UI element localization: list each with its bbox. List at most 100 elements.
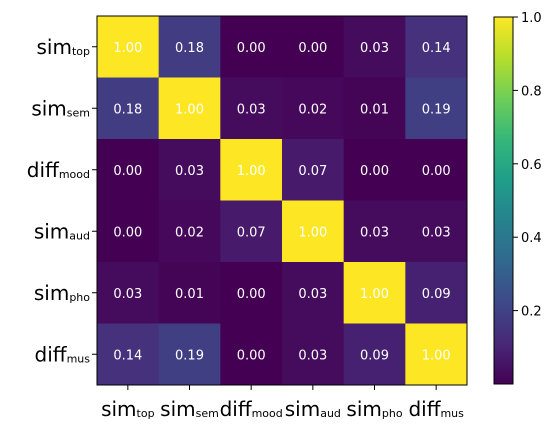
cell-value-label: 0.07 <box>298 164 327 179</box>
cell-value-label: 0.03 <box>175 164 204 179</box>
heatmap-cell <box>282 262 345 324</box>
cell-value-label: 0.19 <box>422 102 451 117</box>
colorbar-tick-label: 0.2 <box>521 305 542 320</box>
x-tick-label-main: diff <box>408 397 441 421</box>
cell-value-label: 0.09 <box>360 348 389 363</box>
cell-value-label: 0.14 <box>113 348 142 363</box>
cell-value-label: 0.18 <box>113 102 142 117</box>
cell-value-label: 0.00 <box>113 225 142 240</box>
x-tick-label-subscript: pho <box>382 407 403 420</box>
heatmap-cell <box>220 77 283 140</box>
y-tick-label-subscript: top <box>72 45 90 58</box>
cell-value-label: 0.09 <box>422 287 451 302</box>
cell-value-label: 0.03 <box>298 348 327 363</box>
cell-value-label: 0.03 <box>422 225 451 240</box>
heatmap-cell <box>405 323 468 386</box>
cell-value-label: 0.00 <box>360 164 389 179</box>
heatmap-cell <box>220 200 283 263</box>
y-tick-label-main: sim <box>37 35 72 59</box>
heatmap-cell <box>97 323 160 386</box>
heatmap-cell <box>158 323 221 386</box>
heatmap-cell <box>158 77 221 140</box>
cell-value-label: 0.00 <box>113 164 142 179</box>
cell-value-label: 0.14 <box>422 41 451 56</box>
heatmap-cell <box>97 77 160 140</box>
heatmap-cell <box>220 139 283 201</box>
heatmap-cell <box>343 200 406 263</box>
heatmap-cell <box>343 77 406 140</box>
heatmap-cell <box>97 262 160 324</box>
cell-value-label: 0.00 <box>237 348 266 363</box>
x-tick-label: simsem <box>160 397 219 421</box>
x-tick-label: simaud <box>285 397 341 421</box>
cell-value-label: 0.03 <box>113 287 142 302</box>
y-tick-label-main: sim <box>34 219 69 243</box>
colorbar-tick-label: 0.8 <box>521 84 542 99</box>
cell-value-label: 1.00 <box>360 287 389 302</box>
cell-value-label: 0.01 <box>360 102 389 117</box>
heatmap-cell <box>282 200 345 263</box>
colorbar-tick-label: 0.4 <box>521 231 542 246</box>
heatmap-cells: 1.00 0.18 0.00 0.00 0.03 0.14 0.18 1.00 0.03 0.02… <box>97 16 468 386</box>
heatmap-cell <box>220 262 283 324</box>
cell-value-label: 1.00 <box>237 164 266 179</box>
y-tick-label-subscript: mood <box>59 168 90 181</box>
colorbar-tick-label: 1.0 <box>521 11 542 26</box>
x-tick-label-main: diff <box>220 397 253 421</box>
cell-value-label: 1.00 <box>298 225 327 240</box>
x-tick-label-main: sim <box>101 397 136 421</box>
heatmap-cell <box>405 200 468 263</box>
heatmap-cell <box>220 16 283 78</box>
x-tick-label-subscript: mus <box>440 407 464 420</box>
heatmap-cell <box>158 16 221 78</box>
y-tick-label-subscript: aud <box>69 229 90 242</box>
x-tick-label-subscript: aud <box>320 407 341 420</box>
heatmap-cell <box>158 200 221 263</box>
x-tick-label-subscript: top <box>137 407 155 420</box>
y-tick-label-main: diff <box>27 158 60 182</box>
cell-value-label: 0.02 <box>175 225 204 240</box>
heatmap-cell <box>97 139 160 201</box>
x-tick-label: diffmus <box>408 397 464 421</box>
x-tick-label-main: sim <box>285 397 320 421</box>
cell-value-label: 0.02 <box>298 102 327 117</box>
heatmap-cell <box>282 323 345 386</box>
cell-value-label: 0.00 <box>298 41 327 56</box>
x-tick-label: simtop <box>101 397 155 421</box>
heatmap-cell <box>405 139 468 201</box>
x-tick-label: simpho <box>346 397 402 421</box>
colorbar-tick-label: 0.6 <box>521 158 542 173</box>
x-axis: simtop simsem diffmood simaud simpho diffmus <box>101 385 464 421</box>
y-tick-label-subscript: mus <box>67 352 91 365</box>
heatmap-cell <box>282 16 345 78</box>
heatmap-cell <box>158 139 221 201</box>
heatmap-cell <box>343 139 406 201</box>
y-tick-label-main: diff <box>35 342 68 366</box>
cell-value-label: 1.00 <box>422 348 451 363</box>
cell-value-label: 0.03 <box>360 41 389 56</box>
cell-value-label: 0.03 <box>360 225 389 240</box>
x-tick-label-subscript: sem <box>196 407 219 420</box>
heatmap-cell <box>282 139 345 201</box>
cell-value-label: 0.03 <box>298 287 327 302</box>
y-tick-label: diffmus <box>35 342 91 366</box>
heatmap-cell <box>405 77 468 140</box>
y-tick-label-main: sim <box>31 96 66 120</box>
x-tick-label-subscript: mood <box>252 407 283 420</box>
y-tick-label: simpho <box>34 281 90 305</box>
heatmap-cell <box>97 200 160 263</box>
heatmap-cell <box>405 262 468 324</box>
cell-value-label: 0.01 <box>175 287 204 302</box>
cell-value-label: 0.19 <box>175 348 204 363</box>
x-tick-label: diffmood <box>220 397 283 421</box>
y-tick-label: simsem <box>31 96 90 120</box>
colorbar: 0.2 0.4 0.6 0.8 1.0 <box>493 11 542 385</box>
heatmap-cell <box>158 262 221 324</box>
heatmap-cell <box>343 262 406 324</box>
cell-value-label: 0.18 <box>175 41 204 56</box>
y-tick-label-subscript: pho <box>69 291 90 304</box>
y-tick-label-main: sim <box>34 281 69 305</box>
y-tick-label: diffmood <box>27 158 90 182</box>
